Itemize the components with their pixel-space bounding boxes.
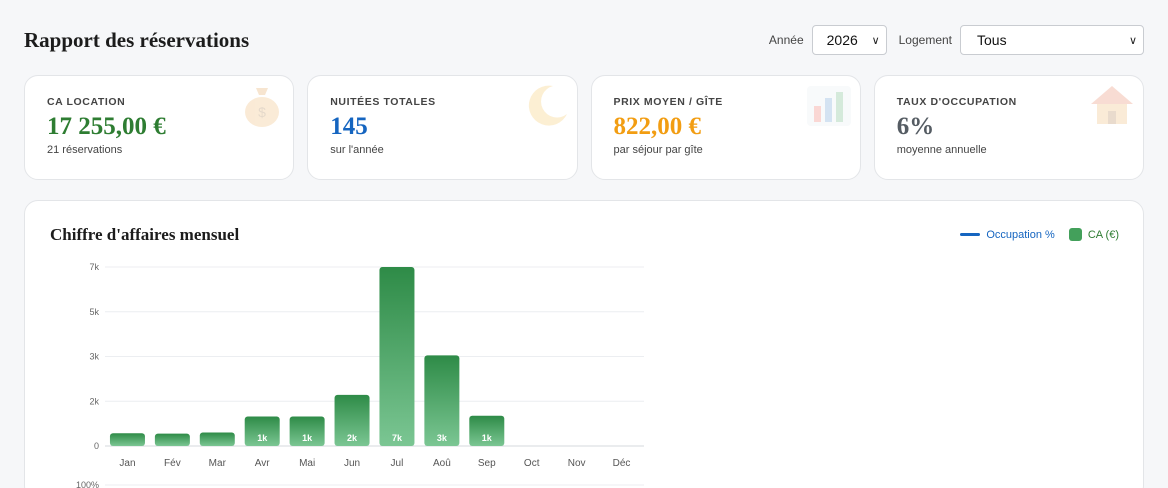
bar-data-label: 7k <box>392 433 403 443</box>
x-tick-label: Sep <box>478 458 496 469</box>
x-tick-label: Fév <box>164 458 181 469</box>
chevron-down-icon: ∨ <box>1128 34 1137 47</box>
kpi-card-revenue: CA LOCATION 17 255,00 € 21 réservations … <box>24 75 295 180</box>
legend-box-swatch <box>1068 228 1082 241</box>
kpi-value: 822,00 € <box>613 113 702 140</box>
kpi-subtext: par séjour par gîte <box>613 144 703 157</box>
y-tick-label: 3k <box>89 352 99 362</box>
year-label: Année <box>768 33 804 47</box>
x-tick-label: Avr <box>255 458 270 469</box>
kpi-card-nights: NUITÉES TOTALES 145 sur l'année <box>307 75 578 180</box>
kpi-label: TAUX D'OCCUPATION <box>896 96 1017 108</box>
lodging-select-value: Tous <box>977 32 1007 48</box>
report-header: Rapport des réservations Année 2026 ∨ Lo… <box>24 24 1144 56</box>
x-tick-label: Jul <box>391 458 404 469</box>
chevron-down-icon: ∨ <box>871 34 880 47</box>
kpi-value: 17 255,00 € <box>47 113 166 140</box>
x-tick-label: Nov <box>568 458 586 469</box>
y-tick-label: 5k <box>89 307 99 317</box>
y-tick-label: 2k <box>89 396 99 406</box>
money-bag-icon: $ <box>245 88 280 127</box>
bar-data-label: 2k <box>347 433 358 443</box>
bar <box>154 433 190 446</box>
bar <box>424 355 460 446</box>
bar-data-label: 1k <box>302 433 313 443</box>
kpi-subtext: sur l'année <box>330 144 384 157</box>
page-title: Rapport des réservations <box>24 27 250 52</box>
bar <box>379 267 415 446</box>
bar-data-label: 1k <box>257 433 268 443</box>
x-tick-label: Mai <box>299 458 315 469</box>
bar-chart-icon <box>806 86 851 126</box>
x-tick-label: Oct <box>524 458 540 469</box>
kpi-card-occupancy: TAUX D'OCCUPATION 6% moyenne annuelle <box>873 75 1144 180</box>
monthly-revenue-chart-card: Chiffre d'affaires mensuel Occupation % … <box>24 200 1144 488</box>
kpi-label: PRIX MOYEN / GÎTE <box>613 96 723 108</box>
legend-item-ca[interactable]: CA (€) <box>1055 228 1119 241</box>
chart-legend: Occupation % CA (€) <box>960 228 1119 241</box>
house-icon <box>1091 86 1133 124</box>
bar-data-label: 1k <box>482 433 493 443</box>
legend-occupation-label: Occupation % <box>986 228 1055 241</box>
bar <box>334 394 370 446</box>
chart-title: Chiffre d'affaires mensuel <box>50 225 240 244</box>
filters: Année 2026 ∨ Logement Tous ∨ <box>769 25 1144 55</box>
year-select-value: 2026 <box>826 32 858 48</box>
kpi-subtext: 21 réservations <box>47 144 123 157</box>
year-select[interactable]: 2026 ∨ <box>811 25 887 55</box>
lodging-label: Logement <box>898 33 952 47</box>
kpi-value: 145 <box>330 113 368 140</box>
x-tick-label: Mar <box>209 458 227 469</box>
svg-text:$: $ <box>258 104 266 120</box>
bar <box>199 432 235 446</box>
kpi-value: 6% <box>896 113 935 140</box>
kpi-label: NUITÉES TOTALES <box>330 96 436 108</box>
y-tick-label: 7k <box>89 262 99 272</box>
x-tick-label: Déc <box>613 458 631 469</box>
bar-data-label: 3k <box>437 433 448 443</box>
bar <box>109 433 145 446</box>
revenue-bar-chart: 7k 5k 3k 2k 0 Jan Fév Mar 1k Avr 1k Mai 2k Jun 7k Jul 3k… <box>76 262 644 488</box>
legend-line-swatch <box>960 233 981 236</box>
y-tick-label: 0 <box>94 441 99 451</box>
lodging-select[interactable]: Tous ∨ <box>960 25 1144 55</box>
kpi-card-average-price: PRIX MOYEN / GÎTE 822,00 € par séjour pa… <box>590 75 861 180</box>
moon-icon <box>528 85 567 126</box>
legend-ca-label: CA (€) <box>1087 228 1119 241</box>
legend-item-occupation[interactable]: Occupation % <box>960 228 1055 241</box>
x-tick-label: Aoû <box>433 458 451 469</box>
kpi-label: CA LOCATION <box>47 96 126 108</box>
x-tick-label: Jun <box>344 458 360 469</box>
bar <box>244 416 280 446</box>
x-tick-label: Jan <box>119 458 135 469</box>
bar <box>289 416 325 446</box>
kpi-row: CA LOCATION 17 255,00 € 21 réservations … <box>24 75 1144 180</box>
bar <box>469 415 505 446</box>
kpi-subtext: moyenne annuelle <box>896 144 987 157</box>
occupation-axis-tick-label: 100% <box>76 480 99 488</box>
